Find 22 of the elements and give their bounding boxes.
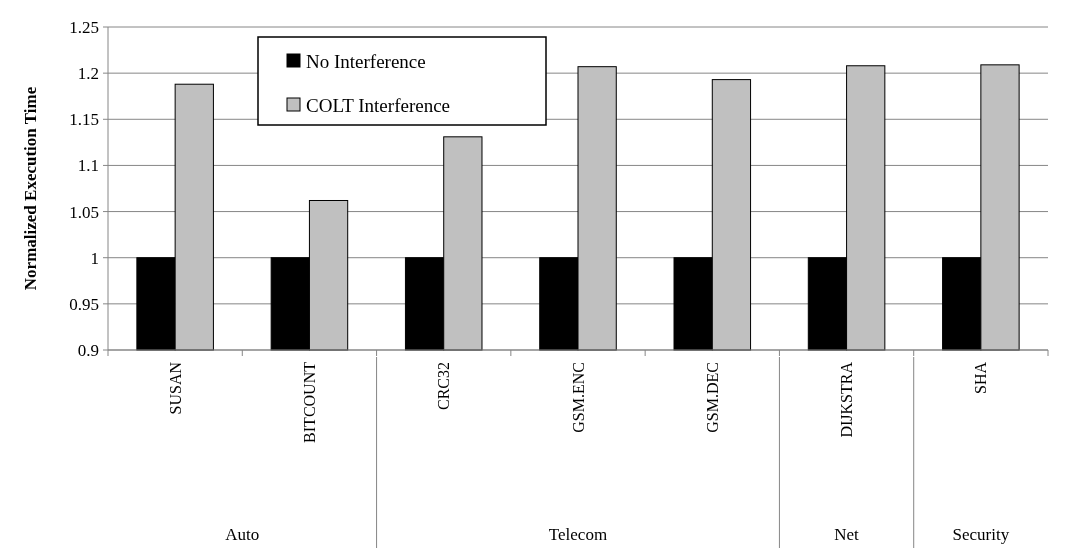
y-tick-label: 1.05 [69,202,99,222]
x-tick-label: SUSAN [166,361,184,415]
x-tick-label: GSM.ENC [569,362,587,433]
x-tick-label: DIJKSTRA [838,361,856,438]
y-axis-title: Normalized Execution Time [21,86,40,291]
text: Auto [225,525,260,544]
y-tick-label: 1.2 [77,64,99,84]
x-tick-label: CRC32 [435,362,453,411]
y-tick-label: 1 [90,248,99,268]
y-tick-label: 0.95 [69,294,99,314]
y-tick-label: 1.25 [69,17,99,37]
legend-label: No Interference [306,50,426,72]
y-tick-label: 1.15 [69,110,99,130]
text: Net [834,525,860,544]
x-tick-label: SHA [972,361,990,395]
legend-label: COLT Interference [306,94,451,116]
x-tick-label: GSM.DEC [703,362,721,433]
text: Security [952,525,1010,544]
y-tick-label: 1.1 [77,156,99,176]
text: Telecom [548,525,608,544]
x-tick-label: BITCOUNT [301,361,319,443]
y-tick-label: 0.9 [77,340,99,360]
